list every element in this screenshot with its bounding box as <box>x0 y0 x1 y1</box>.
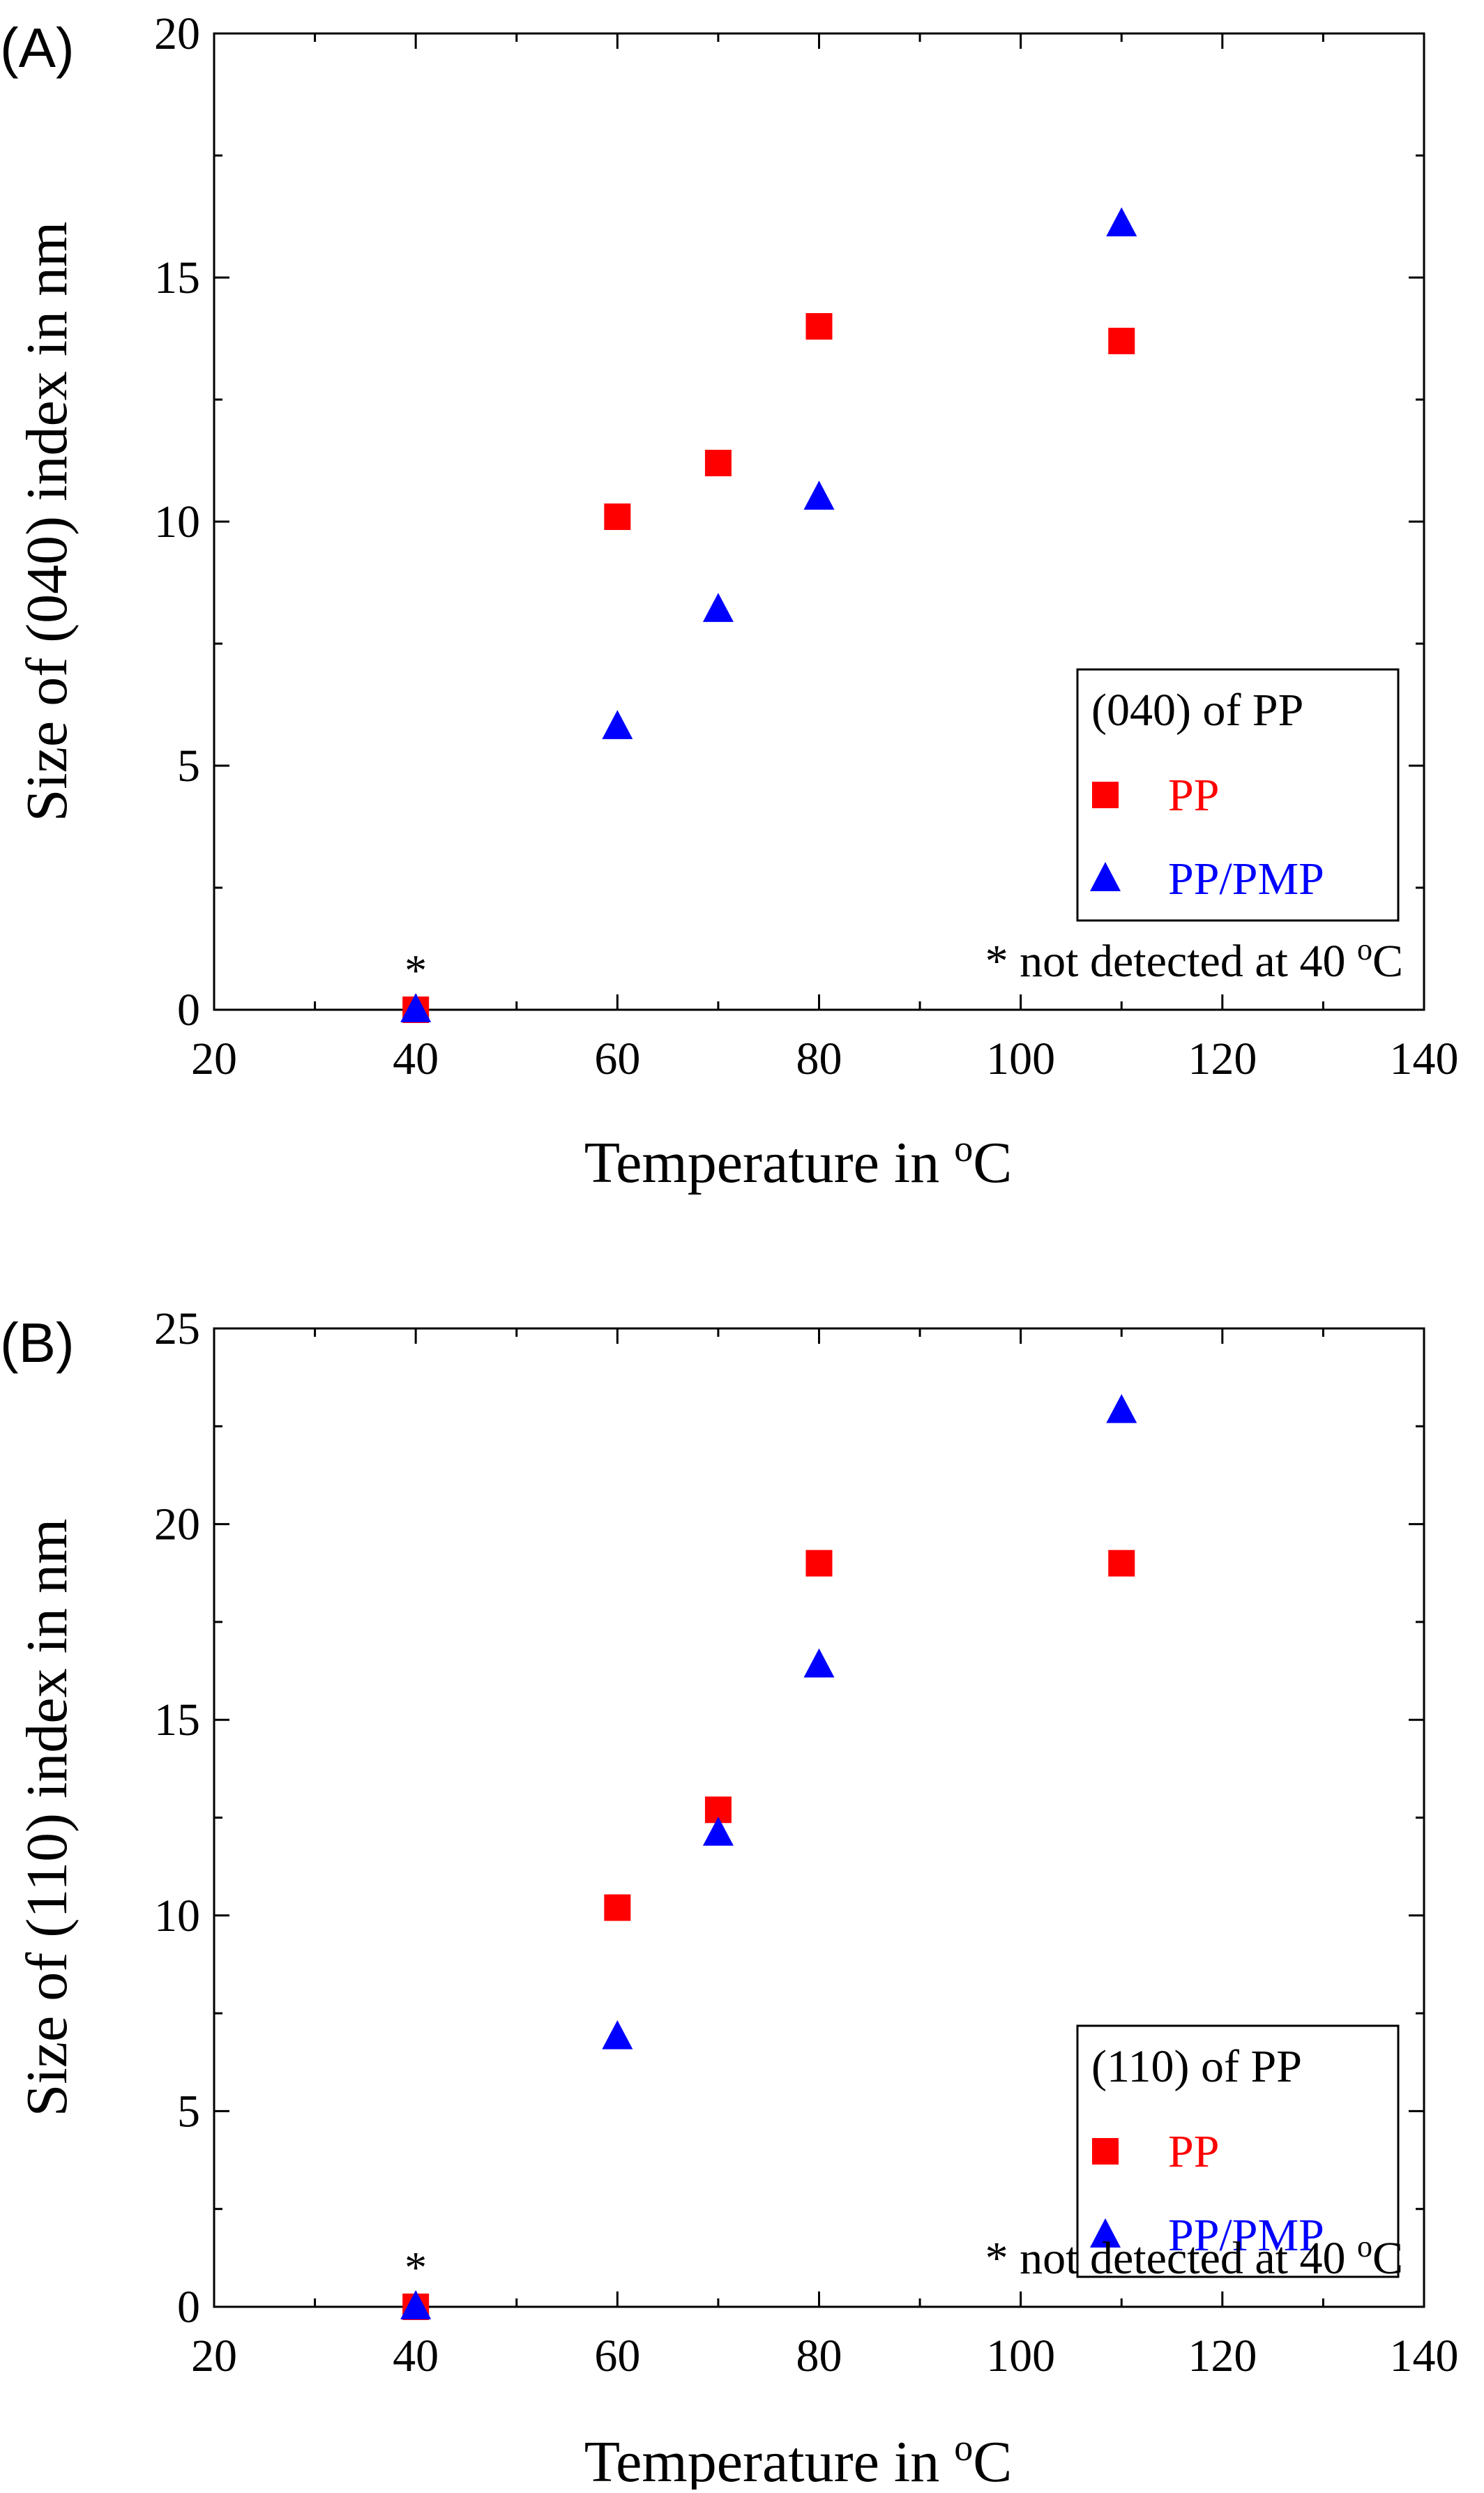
data-point-pp <box>1108 328 1135 354</box>
y-axis-label: Size of (040) index in nm <box>15 222 80 822</box>
x-tick-label: 40 <box>393 2331 439 2381</box>
chart-panel-b: (B) 20 40 60 80 100 120 140 0 5 10 15 20 25 Temperatur… <box>0 1303 1459 2493</box>
x-tick-label: 20 <box>191 1033 237 1084</box>
x-tick-label: 120 <box>1188 1033 1257 1084</box>
note-text: * not detected at 40 <box>985 2233 1357 2284</box>
y-tick-label: 5 <box>177 741 200 791</box>
y-tick-label: 20 <box>154 1499 200 1550</box>
y-tick-label: 25 <box>154 1303 200 1354</box>
x-axis-label-unit: C <box>973 2430 1012 2490</box>
data-point-pp-pmp <box>702 593 734 622</box>
data-point-pp-pmp <box>702 1817 734 1846</box>
data-point-pp-pmp <box>400 993 432 1022</box>
x-axis-label-sup: o <box>954 2427 973 2469</box>
note-text: * not detected at 40 <box>985 936 1357 987</box>
data-point-pp <box>805 313 833 340</box>
data-point-pp-pmp <box>602 2020 633 2049</box>
data-point-pp <box>805 1549 833 1577</box>
x-axis-label: Temperature in oC <box>584 1128 1013 1195</box>
y-tick-label: 15 <box>154 252 200 303</box>
x-tick-label: 20 <box>191 2331 237 2381</box>
note-sup: o <box>1357 932 1372 967</box>
y-axis-label: Size of (110) index in nm <box>15 1519 80 2117</box>
y-tick-label: 20 <box>154 8 200 59</box>
data-point-pp <box>1108 1549 1135 1577</box>
legend-entry-label: PP <box>1168 770 1219 821</box>
x-tick-label: 140 <box>1390 1033 1459 1084</box>
y-tick-label: 10 <box>154 497 200 547</box>
not-detected-asterisk: * <box>404 2243 427 2292</box>
legend-swatch-pp-pmp <box>1090 862 1121 891</box>
data-point-pp-pmp <box>602 710 633 739</box>
note-unit: C <box>1372 936 1403 987</box>
data-point-pp <box>604 1894 631 1921</box>
y-tick-label: 10 <box>154 1890 200 1941</box>
note-unit: C <box>1372 2233 1403 2284</box>
x-tick-label: 60 <box>594 2331 640 2381</box>
y-tick-label: 5 <box>177 2086 200 2137</box>
legend-box <box>1076 2024 1400 2278</box>
data-point-pp <box>704 450 732 476</box>
x-axis-label: Temperature in oC <box>584 2427 1013 2490</box>
x-tick-label: 60 <box>594 1033 640 1084</box>
x-axis-label-sup: o <box>954 1128 973 1169</box>
x-tick-label: 140 <box>1390 2331 1459 2381</box>
data-point-pp-pmp <box>400 2290 432 2319</box>
not-detected-asterisk: * <box>404 946 427 995</box>
x-tick-label: 100 <box>986 1033 1055 1084</box>
legend-title: (110) of PP <box>1091 2041 1302 2092</box>
data-point-pp <box>604 503 631 530</box>
data-point-pp-pmp <box>803 480 835 510</box>
x-axis-label-text: Temperature in <box>584 2430 955 2490</box>
x-axis-label-unit: C <box>973 1130 1012 1195</box>
x-tick-label: 40 <box>393 1033 439 1084</box>
chart-panel-a: (A) 20 40 60 80 100 120 140 0 5 10 15 20 Temperature … <box>0 8 1459 1195</box>
x-tick-label: 100 <box>986 2331 1055 2381</box>
legend-swatch-pp <box>1092 2138 1119 2165</box>
x-tick-label: 80 <box>796 2331 842 2381</box>
legend-swatch-pp <box>1092 782 1119 808</box>
data-point-pp-pmp <box>1106 207 1137 236</box>
x-axis-label-text: Temperature in <box>584 1130 955 1195</box>
legend-swatch-pp-pmp <box>1090 2218 1121 2248</box>
x-tick-label: 80 <box>796 1033 842 1084</box>
not-detected-note: * not detected at 40 oC <box>985 2229 1403 2284</box>
note-sup: o <box>1357 2229 1372 2264</box>
panel-label: (A) <box>0 17 75 79</box>
y-tick-label: 15 <box>154 1695 200 1745</box>
data-point-pp-pmp <box>1106 1394 1137 1423</box>
legend-title: (040) of PP <box>1091 685 1303 736</box>
y-tick-label: 0 <box>177 985 200 1036</box>
legend-entry-label: PP/PMP <box>1168 854 1324 904</box>
not-detected-note: * not detected at 40 oC <box>985 932 1403 987</box>
y-tick-label: 0 <box>177 2282 200 2333</box>
x-tick-label: 120 <box>1188 2331 1257 2381</box>
legend-entry-label: PP/PMP <box>1168 2210 1324 2261</box>
legend-box <box>1076 668 1400 922</box>
panel-label: (B) <box>0 1312 75 1374</box>
legend-entry-label: PP <box>1168 2126 1219 2177</box>
data-point-pp-pmp <box>803 1648 835 1678</box>
